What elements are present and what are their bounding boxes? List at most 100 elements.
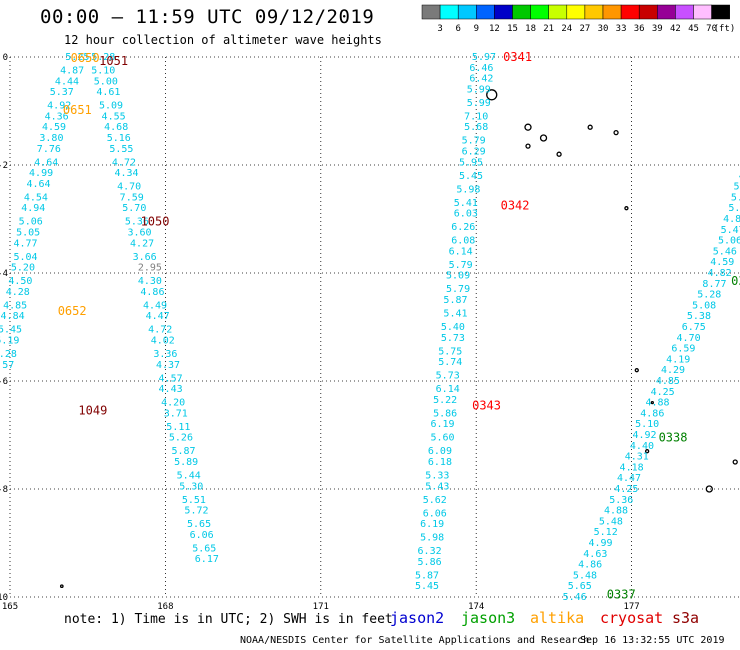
swh-value: 5.57 [0, 360, 14, 371]
swh-value: 6.19 [420, 519, 444, 530]
swh-value: 4.35 [739, 171, 740, 182]
swh-value: 4.28 [6, 287, 30, 298]
swh-value: 4.44 [55, 76, 79, 87]
legend-label: 24 [561, 24, 572, 34]
swh-value: 5.40 [441, 322, 465, 333]
swh-value: 4.68 [104, 122, 128, 133]
swh-value: 4.70 [677, 333, 701, 344]
satellite-name: jason2 [390, 609, 445, 627]
swh-value: 4.34 [115, 168, 139, 179]
swh-value: 5.65 [568, 581, 592, 592]
y-tick-label: 0 [3, 53, 8, 63]
swh-value: 4.84 [1, 311, 25, 322]
coastline-features [59, 89, 738, 589]
swh-value: 5.72 [184, 506, 208, 517]
swh-value: 4.72 [112, 157, 136, 168]
swh-value: 7.10 [464, 111, 488, 122]
legend-label: (ft) [714, 24, 736, 34]
swh-value: 8.77 [702, 279, 726, 290]
swh-value: 5.45 [415, 581, 439, 592]
swh-value: 4.64 [34, 157, 58, 168]
coastline-island [539, 134, 548, 142]
swh-value: 4.50 [8, 276, 32, 287]
legend-label: 18 [525, 24, 536, 34]
swh-value: 4.92 [633, 430, 657, 441]
pass-label: 1049 [78, 404, 107, 418]
swh-value: 5.33 [731, 192, 740, 203]
swh-value: 6.59 [671, 344, 695, 355]
swh-value: 5.37 [50, 87, 74, 98]
swh-value: 5.86 [418, 557, 442, 568]
satellite-name: cryosat [600, 609, 664, 627]
legend-label: 3 [437, 24, 442, 34]
swh-value: 4.94 [21, 203, 45, 214]
swh-value: 3.71 [164, 408, 188, 419]
swh-value: 4.88 [645, 398, 669, 409]
legend-label: 70 [706, 24, 717, 34]
swh-value: 4.18 [620, 462, 644, 473]
swh-value: 5.28 [0, 349, 17, 360]
swh-value: 5.06 [19, 217, 43, 228]
swh-value: 5.95 [459, 157, 483, 168]
pass-label: 0651 [63, 103, 92, 117]
legend-label: 30 [598, 24, 609, 34]
swh-value: 5.97 [472, 52, 496, 63]
swh-value: 5.20 [11, 263, 35, 274]
legend-label: 9 [474, 24, 479, 34]
y-tick-label: -4 [0, 269, 8, 279]
swh-value: 6.17 [195, 554, 219, 565]
x-tick-label: 177 [623, 602, 639, 612]
color-legend: 3 6 9 12 15 18 21 24 27 30 33 36 39 42 45 70(ft) [421, 4, 735, 34]
swh-value: 5.98 [420, 533, 444, 544]
swh-value: 6.09 [428, 446, 452, 457]
swh-value: 5.43 [425, 481, 449, 492]
swh-value: 4.25 [614, 484, 638, 495]
swh-value: 3.60 [127, 228, 151, 239]
swh-value: 5.19 [0, 336, 19, 347]
swh-value: 5.30 [179, 481, 203, 492]
swh-value: 4.36 [45, 111, 69, 122]
swh-value: 4.31 [625, 452, 649, 463]
swh-value: 4.64 [26, 179, 50, 190]
y-tick-label: -8 [0, 485, 8, 495]
swh-value: 5.11 [166, 422, 190, 433]
swh-value: 4.72 [148, 325, 172, 336]
legend-swatches [421, 4, 730, 20]
swh-value: 5.79 [446, 284, 470, 295]
pass-label: 0650 [71, 51, 100, 65]
coastline-island [486, 89, 498, 101]
swh-value: 4.99 [588, 538, 612, 549]
swh-value: 4.77 [13, 238, 37, 249]
swh-value: 4.20 [161, 398, 185, 409]
swh-value: 6.26 [451, 222, 475, 233]
swh-value: 5.22 [433, 395, 457, 406]
swh-value: 4.49 [143, 300, 167, 311]
legend-label: 33 [616, 24, 627, 34]
legend-label: 12 [489, 24, 500, 34]
legend-label: 15 [507, 24, 518, 34]
legend-labels: 3 6 9 12 15 18 21 24 27 30 33 36 39 42 45 70(ft) [437, 24, 735, 34]
swh-value: 4.88 [604, 506, 628, 517]
coastline-island [524, 123, 532, 131]
coastline-island [732, 459, 738, 465]
swh-value: 5.41 [443, 309, 467, 320]
swh-value: 5.87 [443, 295, 467, 306]
swh-value: 5.51 [182, 495, 206, 506]
swh-value: 4.37 [156, 360, 180, 371]
swh-value: 5.65 [192, 543, 216, 554]
swh-value: 4.86 [578, 560, 602, 571]
swh-value: 4.43 [159, 384, 183, 395]
swh-value: 4.61 [96, 87, 120, 98]
swh-value: 5.12 [594, 527, 618, 538]
coastline-island [634, 368, 639, 373]
swh-value: 5.16 [107, 133, 131, 144]
x-tick-label: 165 [2, 602, 18, 612]
swh-value: 5.98 [456, 184, 480, 195]
swh-value: 6.03 [454, 209, 478, 220]
swh-value: 4.92 [47, 101, 71, 112]
y-tick-label: -6 [0, 377, 8, 387]
swh-value: 5.45 [0, 325, 22, 336]
swh-value: 4.85 [656, 376, 680, 387]
swh-value: 4.25 [651, 387, 675, 398]
pass-label: 0343 [472, 398, 501, 412]
